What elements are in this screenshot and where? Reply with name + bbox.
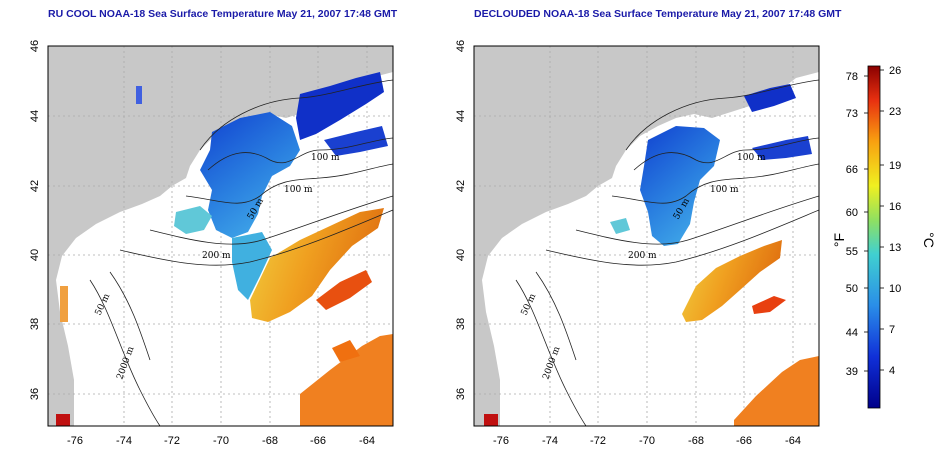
sst-northeast-channel	[296, 72, 384, 140]
sst-gulf-stream	[300, 334, 393, 426]
lon-tick-label: -66	[310, 435, 326, 447]
lat-tick-label: 42	[29, 180, 41, 192]
contour-label: 200 m	[202, 251, 231, 261]
celsius-tick: 16	[889, 201, 901, 213]
lon-tick-label: -64	[359, 435, 375, 447]
map-frame-left	[47, 45, 394, 427]
fahrenheit-tick: 55	[846, 246, 858, 258]
sst-northeast-channel	[744, 84, 796, 112]
fahrenheit-tick: 60	[846, 207, 858, 219]
celsius-tick: 7	[889, 324, 895, 336]
celsius-label: °C	[921, 232, 937, 248]
lon-tick-label: -76	[493, 435, 509, 447]
map-frame-right	[473, 45, 820, 427]
celsius-tick: 10	[889, 283, 901, 295]
lat-axis-right: 46 44 42 40 38 36	[455, 40, 467, 400]
lon-tick-label: -76	[67, 435, 83, 447]
lon-tick-label: -68	[688, 435, 704, 447]
map-title-right: DECLOUDED NOAA-18 Sea Surface Temperatur…	[474, 8, 842, 20]
fahrenheit-label: °F	[831, 233, 847, 247]
sst-gulf-of-maine	[200, 112, 300, 238]
bathymetry-contours	[89, 79, 393, 426]
lat-tick-label: 46	[29, 40, 41, 52]
map-title-left: RU COOL NOAA-18 Sea Surface Temperature …	[48, 8, 398, 20]
contour-label: 100 m	[737, 153, 766, 163]
land-mass	[48, 46, 393, 426]
celsius-scale: 26 23 19 16 13 10 7 4	[889, 65, 901, 377]
lat-tick-label: 42	[455, 180, 467, 192]
bathymetry-contours	[515, 79, 819, 426]
sst-gulf-stream	[734, 356, 819, 426]
lat-tick-label: 36	[29, 388, 41, 400]
lat-tick-label: 44	[29, 110, 41, 122]
lon-tick-label: -72	[590, 435, 606, 447]
lon-tick-label: -70	[639, 435, 655, 447]
map-panel-right: 100 m 100 m 50 m 200 m 50 m 2000 m -76 -…	[455, 40, 820, 447]
fahrenheit-tick: 78	[846, 71, 858, 83]
fahrenheit-tick: 50	[846, 283, 858, 295]
lon-tick-label: -74	[542, 435, 558, 447]
lat-axis-left: 46 44 42 40 38 36	[29, 40, 41, 400]
fahrenheit-scale: 78 73 66 60 55 50 44 39	[846, 71, 858, 378]
lat-tick-label: 38	[29, 318, 41, 330]
contour-label: 100 m	[284, 185, 313, 195]
contour-label: 100 m	[710, 185, 739, 195]
fahrenheit-tick: 73	[846, 108, 858, 120]
celsius-tick: 26	[889, 65, 901, 77]
lon-tick-label: -66	[736, 435, 752, 447]
sst-shelf-water	[610, 218, 630, 234]
lon-tick-label: -72	[164, 435, 180, 447]
sst-shelf-water	[174, 206, 212, 234]
graticule	[474, 46, 819, 426]
lat-tick-label: 40	[455, 249, 467, 261]
lat-tick-label: 36	[455, 388, 467, 400]
lon-tick-label: -68	[262, 435, 278, 447]
lat-tick-label: 46	[455, 40, 467, 52]
fahrenheit-tick: 44	[846, 327, 858, 339]
celsius-tick: 19	[889, 160, 901, 172]
colorbar-gradient	[867, 65, 881, 409]
fahrenheit-tick: 39	[846, 366, 858, 378]
contour-label: 100 m	[311, 153, 340, 163]
fahrenheit-tick: 66	[846, 164, 858, 176]
lon-axis-right: -76 -74 -72 -70 -68 -66 -64	[493, 435, 801, 447]
colorbar: 78 73 66 60 55 50 44 39 26 23 19 16 13 1…	[831, 65, 937, 409]
sst-gulf-of-maine	[640, 126, 720, 246]
land-mass	[474, 46, 819, 426]
lon-tick-label: -64	[785, 435, 801, 447]
lon-axis-left: -76 -74 -72 -70 -68 -66 -64	[67, 435, 375, 447]
lat-tick-label: 38	[455, 318, 467, 330]
lat-tick-label: 44	[455, 110, 467, 122]
map-panel-left: 100 m 100 m 50 m 200 m 50 m 2000 m -76 -…	[29, 40, 394, 447]
sst-slope-water	[250, 208, 384, 322]
celsius-tick: 23	[889, 106, 901, 118]
lon-tick-label: -74	[116, 435, 132, 447]
contour-label: 200 m	[628, 251, 657, 261]
celsius-tick: 13	[889, 242, 901, 254]
lon-tick-label: -70	[213, 435, 229, 447]
sst-slope-water	[682, 240, 782, 322]
celsius-tick: 4	[889, 365, 895, 377]
lat-tick-label: 40	[29, 249, 41, 261]
